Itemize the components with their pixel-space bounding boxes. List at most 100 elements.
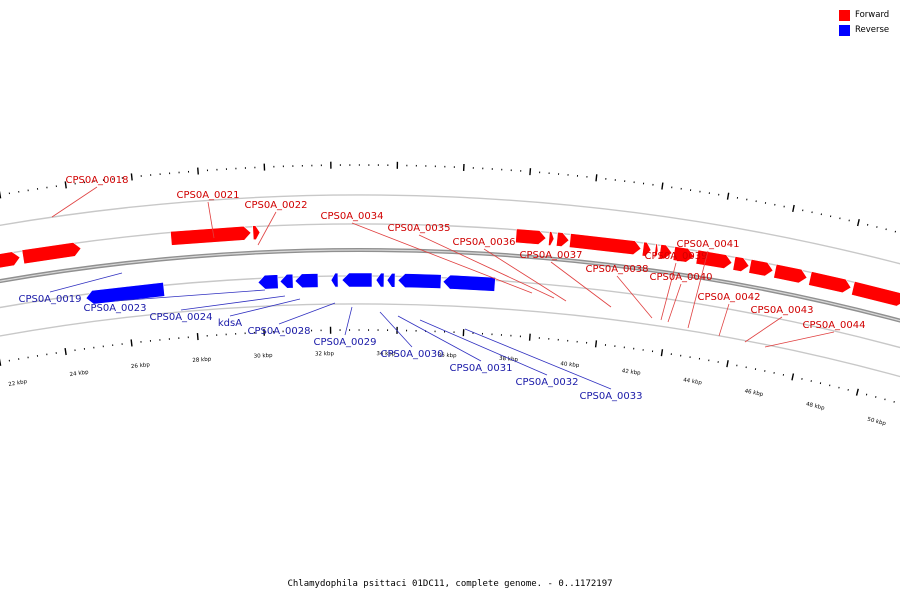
forward-label-leader	[207, 201, 215, 239]
forward-label-leader	[687, 250, 709, 329]
forward-gene-label: CPS0A_0038	[585, 264, 648, 275]
forward-gene-labels: CPS0A_0018 CPS0A_0021 CPS0A_0022 CPS0A_0034…	[51, 175, 866, 348]
genome-backbone-highlight	[0, 249, 900, 322]
forward-gene-arrow	[252, 225, 261, 241]
track-guide-0	[0, 194, 900, 265]
forward-gene-arrow	[672, 246, 695, 263]
tick-label: 48 kbp	[805, 402, 825, 412]
outer-tick-ring-mark	[529, 168, 532, 176]
outer-tick-ring-mark	[197, 167, 199, 175]
tick-label: 26 kbp	[131, 362, 151, 370]
forward-gene-arrow	[658, 244, 673, 260]
reverse-label-leader	[464, 328, 612, 390]
forward-gene-arrow	[748, 258, 774, 277]
reverse-gene-arrow	[279, 273, 294, 289]
outer-tick-ring	[0, 161, 897, 233]
inner-tick-ring-mark	[0, 358, 2, 366]
outer-tick-ring-mark	[130, 173, 133, 181]
legend-forward-swatch	[839, 10, 850, 21]
forward-label-leader	[550, 261, 612, 308]
forward-gene-label: CPS0A_0034	[320, 211, 383, 222]
forward-label-leader	[744, 316, 783, 343]
outer-tick-ring-mark	[726, 192, 730, 200]
forward-gene-arrow	[555, 231, 570, 247]
reverse-gene-arrow	[294, 273, 319, 289]
tick-label: 30 kbp	[254, 353, 274, 360]
forward-gene-label: CPS0A_0036	[452, 237, 515, 248]
forward-label-leader	[616, 275, 653, 319]
inner-tick-ring-mark	[64, 348, 67, 356]
reverse-gene-label: kdsA	[218, 318, 242, 329]
reverse-gene-label: CPS0A_0019	[18, 294, 81, 305]
outer-tick-ring-mark	[0, 191, 2, 199]
forward-gene-arrow	[548, 231, 555, 246]
forward-label-leader	[351, 222, 533, 294]
track-guide-3	[0, 303, 900, 378]
reverse-gene-arrow	[375, 272, 385, 288]
inner-tick-ring-mark	[130, 339, 133, 347]
forward-label-leader	[51, 186, 98, 218]
reverse-label-leader	[49, 272, 123, 293]
reverse-label-leader	[419, 319, 548, 376]
reverse-gene-label: CPS0A_0028	[247, 326, 310, 337]
tick-label: 28 kbp	[192, 357, 212, 365]
reverse-gene-label: CPS0A_0029	[313, 337, 376, 348]
tick-label: 32 kbp	[315, 351, 335, 357]
reverse-gene-label: CPS0A_0030	[380, 349, 443, 360]
forward-gene-label: CPS0A_0037	[519, 250, 582, 261]
outer-tick-ring-mark	[661, 182, 664, 190]
forward-label-leader	[483, 248, 567, 302]
reverse-label-leader	[344, 306, 353, 336]
tick-label: 38 kbp	[499, 356, 519, 363]
outer-tick-ring-mark	[792, 204, 795, 212]
reverse-gene-label: CPS0A_0033	[579, 391, 642, 402]
forward-label-leader	[718, 303, 730, 337]
forward-gene-label: CPS0A_0041	[676, 239, 739, 250]
forward-gene-label: CPS0A_0039	[644, 251, 707, 262]
forward-gene-label: CPS0A_0035	[387, 223, 450, 234]
forward-gene-label: CPS0A_0044	[802, 320, 865, 331]
forward-label-leader	[660, 262, 677, 321]
forward-label-leader	[764, 331, 835, 348]
tick-labels: 22 kbp 24 kbp 26 kbp 28 kbp 30 kbp 32 kbp 34 k…	[8, 351, 887, 427]
reverse-gene-label: CPS0A_0023	[83, 303, 146, 314]
forward-label-leader	[418, 234, 555, 299]
tick-label: 42 kbp	[621, 368, 641, 377]
inner-tick-ring	[0, 326, 895, 403]
reverse-gene-arrow	[397, 273, 442, 289]
legend-reverse-swatch	[839, 25, 850, 36]
forward-label-leader	[257, 211, 277, 246]
reverse-gene-arrow	[386, 272, 396, 288]
reverse-gene-arrow	[330, 272, 339, 288]
forward-gene-arrow	[641, 241, 652, 257]
forward-gene-arrow	[170, 225, 252, 246]
tick-label: 24 kbp	[69, 369, 89, 378]
forward-gene-label: CPS0A_0021	[176, 190, 239, 201]
forward-gene-label: CPS0A_0043	[750, 305, 813, 316]
outer-tick-ring-mark	[856, 219, 860, 227]
forward-gene-arrow	[0, 251, 21, 269]
tick-label: 40 kbp	[560, 361, 580, 369]
tick-label: 34 kbp	[376, 351, 395, 357]
inner-tick-ring-mark	[855, 388, 859, 396]
legend-reverse-label: Reverse	[855, 25, 890, 35]
forward-gene-arrow	[653, 243, 659, 259]
reverse-gene-arrow	[442, 274, 496, 292]
forward-gene-arrow	[21, 242, 82, 265]
reverse-label-leader	[379, 311, 413, 348]
tick-label: 46 kbp	[744, 388, 764, 398]
outer-tick-ring-mark	[64, 181, 67, 189]
inner-tick-ring-mark	[528, 333, 531, 341]
outer-tick-ring-mark	[595, 174, 598, 182]
forward-gene-arrow	[808, 271, 852, 294]
inner-tick-ring-mark	[594, 340, 598, 348]
reverse-label-leader	[229, 298, 301, 317]
reverse-gene-arrow	[341, 272, 373, 288]
forward-label-leader	[667, 283, 682, 323]
inner-tick-ring-mark	[726, 360, 729, 368]
reverse-label-leader	[397, 315, 482, 362]
inner-tick-ring-mark	[660, 349, 664, 357]
forward-gene-arrow	[568, 233, 642, 256]
reverse-gene-arrow	[257, 274, 279, 290]
